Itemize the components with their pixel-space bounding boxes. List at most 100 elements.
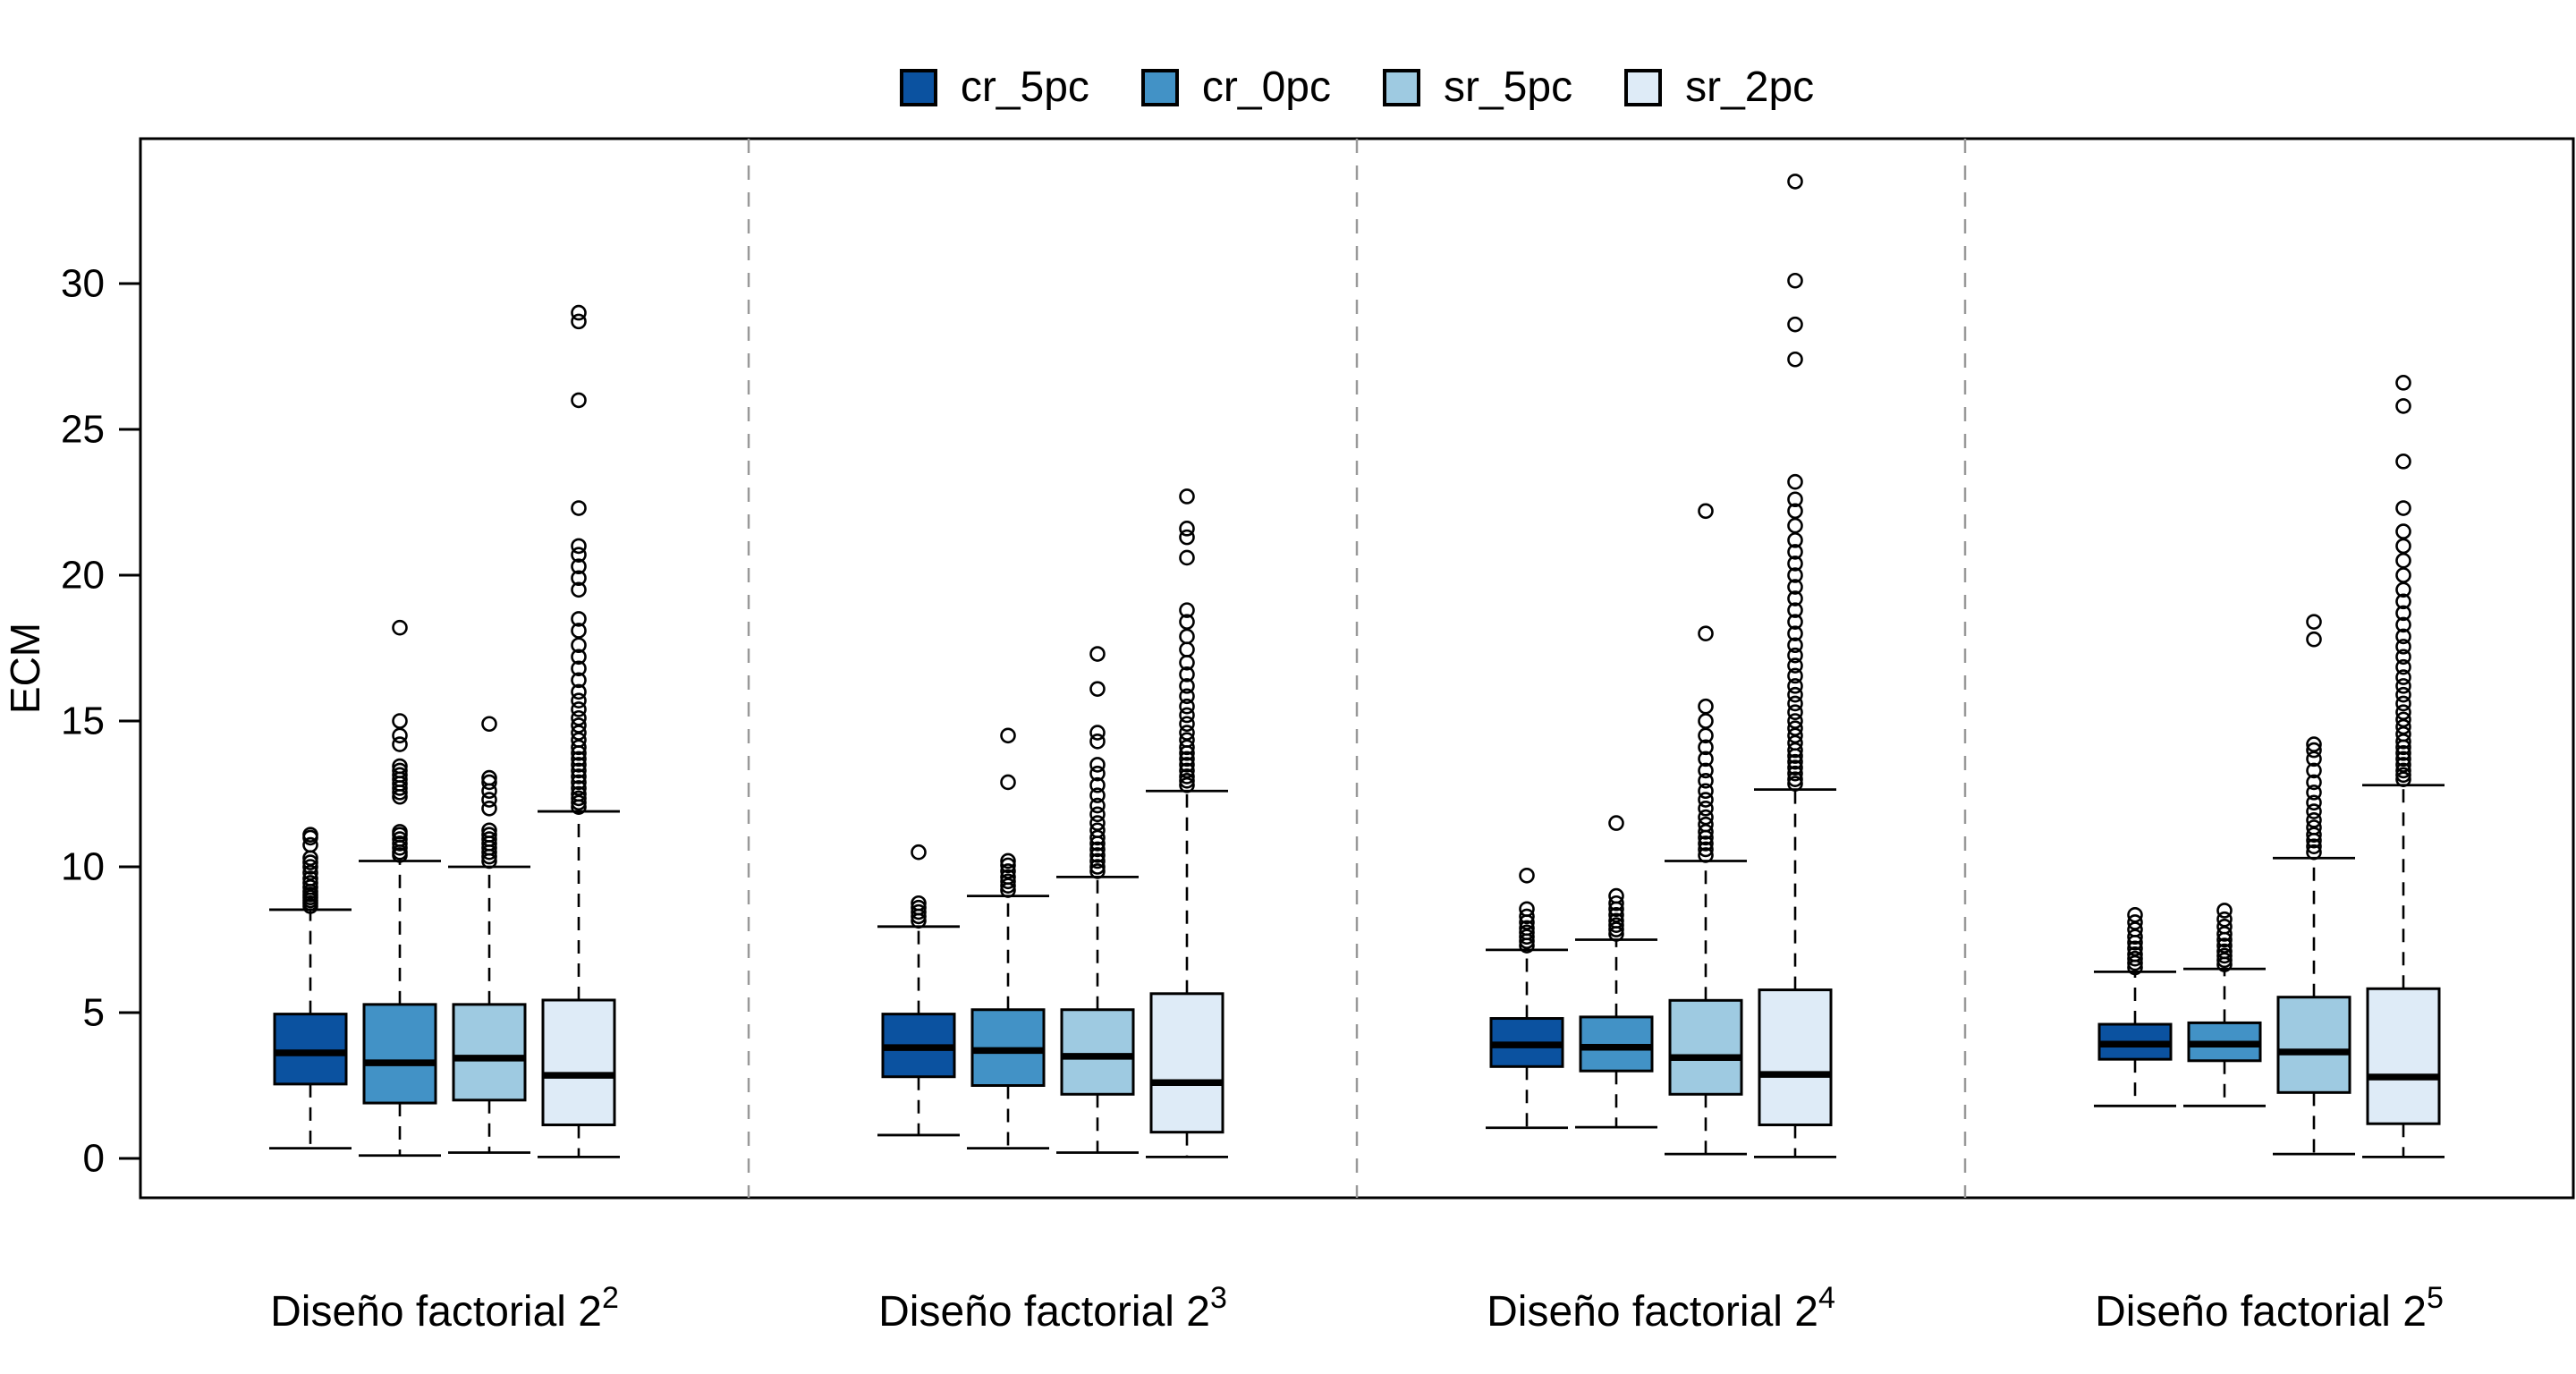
box-sr_5pc-g3 bbox=[1668, 998, 1743, 1096]
box-sr_5pc-g2-outlier bbox=[1089, 829, 1106, 846]
box-sr_2pc-g3-outlier bbox=[1787, 776, 1803, 792]
box-cr_5pc-g1-outlier bbox=[302, 859, 318, 875]
y-tick-label: 15 bbox=[61, 700, 105, 743]
box-sr_2pc-g2-outlier bbox=[1179, 549, 1195, 566]
box-sr_5pc-g3-outlier bbox=[1698, 762, 1714, 779]
box-cr_0pc-g2-outlier bbox=[1000, 869, 1016, 886]
box-sr_2pc-g3-outlier bbox=[1787, 686, 1803, 703]
box-sr_5pc-g2-outlier bbox=[1089, 725, 1106, 741]
box-sr_2pc-g1-outlier bbox=[571, 739, 587, 756]
box-sr_2pc-g1-outlier bbox=[571, 660, 587, 677]
box-sr_5pc-g2-outlier bbox=[1089, 797, 1106, 814]
box-sr_5pc-g4-outlier bbox=[2306, 838, 2322, 854]
box-sr_2pc-g4-outlier bbox=[2395, 628, 2411, 645]
box-cr_0pc-g4-outlier bbox=[2216, 937, 2233, 954]
box-sr_2pc-g2-outlier bbox=[1179, 614, 1195, 630]
box-sr_2pc-g2-outlier bbox=[1179, 707, 1195, 724]
box-sr_5pc-g1-outlier bbox=[481, 716, 497, 733]
box-cr_0pc-g1-outlier bbox=[392, 762, 408, 779]
legend-swatch-sr-5pc bbox=[1383, 69, 1420, 106]
legend-swatch-cr-0pc bbox=[1140, 69, 1179, 106]
box-cr_0pc-g2-outlier bbox=[1000, 873, 1016, 890]
box-cr_5pc-g3-outlier bbox=[1519, 920, 1535, 937]
box-sr_5pc-g3-outlier bbox=[1698, 847, 1714, 863]
box-sr_5pc-g1 bbox=[452, 1003, 527, 1102]
box-sr_2pc-g4-outlier bbox=[2395, 711, 2411, 728]
box-sr_2pc-g3-outlier bbox=[1787, 473, 1803, 490]
box-sr_2pc-g2-outlier bbox=[1179, 751, 1195, 768]
box-sr_5pc-g3-outlier bbox=[1698, 751, 1714, 768]
box-sr_2pc-g2-outlier bbox=[1179, 641, 1195, 657]
box-sr_2pc-g1-outlier bbox=[571, 774, 587, 791]
box-cr_0pc-g2-outlier bbox=[1000, 863, 1016, 879]
box-sr_2pc-g3-outlier bbox=[1787, 647, 1803, 664]
box-sr_2pc-g3-outlier bbox=[1787, 614, 1803, 630]
box-sr_2pc-g3-outlier bbox=[1787, 759, 1803, 776]
box-sr_5pc-g1-outlier bbox=[481, 827, 497, 843]
box-sr_5pc-g2-outlier bbox=[1089, 859, 1106, 875]
box-cr_0pc-g1-outlier bbox=[392, 767, 408, 784]
box-sr_2pc-g3-outlier bbox=[1787, 316, 1803, 333]
box-sr_2pc-g3-outlier bbox=[1787, 174, 1803, 190]
box-sr_5pc-g2-outlier bbox=[1089, 776, 1106, 793]
box-sr_2pc-g4-outlier bbox=[2395, 454, 2411, 470]
box-sr_2pc-g1-outlier bbox=[571, 547, 587, 563]
box-sr_2pc-g2-outlier bbox=[1179, 488, 1195, 505]
box-sr_2pc-g2-outlier bbox=[1179, 762, 1195, 779]
box-cr_0pc-g1-outlier bbox=[392, 835, 408, 852]
box-sr_2pc-g1-outlier bbox=[571, 304, 587, 321]
box-sr_5pc-g1-outlier bbox=[481, 822, 497, 839]
box-sr_2pc-g1-outlier bbox=[571, 623, 587, 639]
box-sr_5pc-g1-outlier bbox=[481, 792, 497, 808]
box-sr_5pc-g3-outlier bbox=[1698, 503, 1714, 520]
box-sr_2pc-g3-outlier bbox=[1787, 678, 1803, 694]
box-sr_5pc-g3-outlier bbox=[1698, 783, 1714, 800]
box-sr_2pc-g4-outlier bbox=[2395, 375, 2411, 391]
legend-item-cr-5pc: cr_5pc bbox=[899, 66, 1089, 109]
box-sr_5pc-g2-outlier bbox=[1089, 847, 1106, 863]
y-tick-label: 0 bbox=[83, 1137, 105, 1181]
box-sr_2pc-g1-outlier bbox=[571, 768, 587, 785]
box-cr_5pc-g1-outlier bbox=[302, 864, 318, 881]
box-sr_2pc-g2-outlier bbox=[1179, 757, 1195, 773]
box-cr_5pc-g1 bbox=[273, 1013, 348, 1086]
box-cr_0pc-g2-outlier bbox=[1000, 774, 1016, 791]
legend-swatch-sr-2pc bbox=[1624, 69, 1663, 106]
box-sr_2pc-g3-outlier bbox=[1787, 765, 1803, 782]
box-sr_2pc-g1-outlier bbox=[571, 701, 587, 717]
box-sr_2pc-g1-outlier bbox=[571, 692, 587, 708]
box-sr_5pc-g2-outlier bbox=[1089, 841, 1106, 858]
box-sr_5pc-g4-outlier bbox=[2306, 803, 2322, 819]
box-cr_0pc-g4-outlier bbox=[2216, 947, 2233, 964]
box-sr_2pc-g1-outlier bbox=[571, 757, 587, 773]
legend: cr_5pc cr_0pc sr_5pc sr_2pc bbox=[140, 50, 2573, 125]
box-cr_0pc-g3-outlier bbox=[1608, 887, 1624, 904]
box-cr_5pc-g2-outlier bbox=[911, 903, 927, 920]
box-sr_2pc-g3-outlier bbox=[1787, 351, 1803, 368]
box-sr_2pc-g4-outlier bbox=[2395, 605, 2411, 622]
box-sr_2pc-g4-outlier bbox=[2395, 398, 2411, 414]
box-cr_5pc-g4-outlier bbox=[2127, 950, 2143, 967]
box-sr_2pc-g1-outlier bbox=[571, 762, 587, 779]
box-sr_5pc-g2-outlier bbox=[1089, 852, 1106, 869]
box-cr_5pc-g4-outlier bbox=[2127, 946, 2143, 963]
box-sr_5pc-g4-outlier bbox=[2306, 819, 2322, 835]
box-sr_5pc-g1-outlier bbox=[481, 769, 497, 786]
box-sr_2pc-g4-outlier bbox=[2395, 523, 2411, 539]
box-sr_2pc-g4-outlier bbox=[2395, 616, 2411, 633]
box-cr_5pc-g1-outlier bbox=[302, 870, 318, 886]
box-sr_5pc-g4-outlier bbox=[2306, 774, 2322, 791]
box-cr_5pc-g2-outlier bbox=[911, 899, 927, 916]
box-sr_5pc-g3-outlier bbox=[1698, 800, 1714, 817]
box-cr_0pc-g4-outlier bbox=[2216, 911, 2233, 928]
y-tick-label: 25 bbox=[61, 408, 105, 452]
box-sr_2pc-g1-outlier bbox=[571, 780, 587, 796]
x-group-label-3: Diseño factorial 24 bbox=[1487, 1281, 1835, 1336]
box-cr_5pc-g3-outlier bbox=[1519, 901, 1535, 918]
box-sr_5pc-g1-outlier bbox=[481, 774, 497, 791]
box-sr_5pc-g2-outlier bbox=[1089, 765, 1106, 782]
box-cr_0pc-g4-outlier bbox=[2216, 943, 2233, 960]
box-sr_2pc-g4-outlier bbox=[2395, 593, 2411, 610]
box-sr_2pc-g1-outlier bbox=[571, 581, 587, 598]
